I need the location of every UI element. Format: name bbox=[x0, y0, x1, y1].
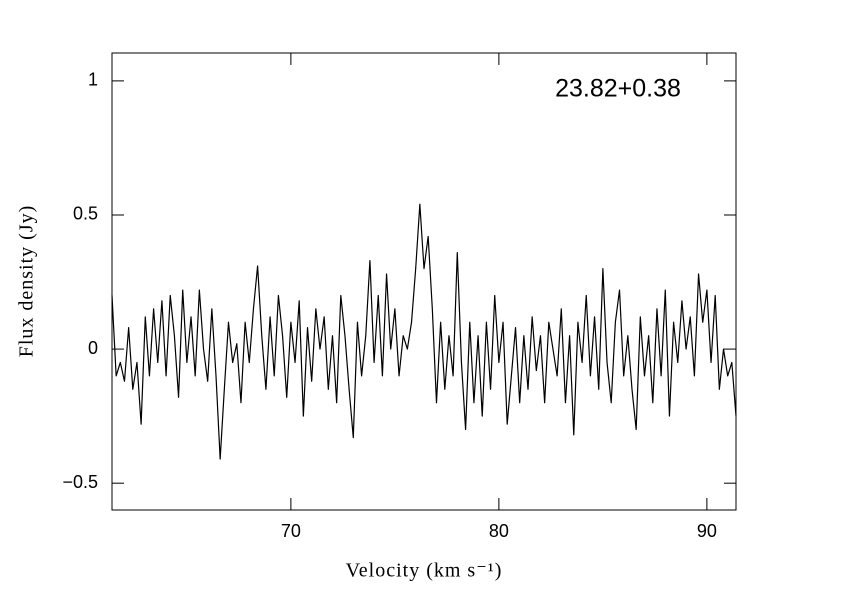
y-axis-label: Flux density (Jy) bbox=[16, 205, 38, 358]
x-tick-label: 80 bbox=[489, 521, 509, 541]
annotation: 23.82+0.38 bbox=[555, 75, 681, 103]
plot-frame bbox=[111, 52, 737, 511]
x-axis-label: Velocity (km s⁻¹) bbox=[346, 560, 503, 582]
spectrum-line bbox=[111, 203, 737, 460]
y-tick-label: 0 bbox=[88, 338, 98, 358]
y-tick-label: 0.5 bbox=[73, 204, 98, 224]
x-tick-label: 70 bbox=[281, 521, 301, 541]
x-tick-label: 90 bbox=[697, 521, 717, 541]
y-tick-label: −0.5 bbox=[62, 472, 98, 492]
y-tick-label: 1 bbox=[88, 70, 98, 90]
